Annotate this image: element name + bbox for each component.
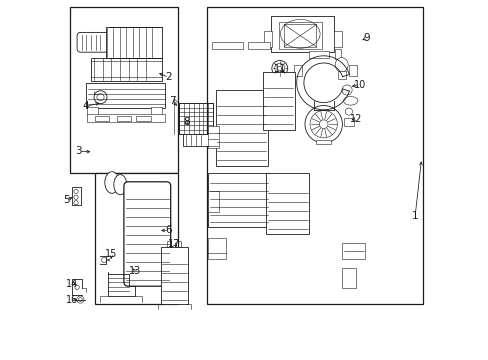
Bar: [207, 191, 218, 212]
Circle shape: [97, 94, 104, 101]
Bar: [207, 126, 218, 148]
Bar: [87, 114, 165, 122]
Circle shape: [277, 66, 282, 71]
Circle shape: [94, 91, 107, 104]
Bar: [348, 65, 356, 76]
Circle shape: [77, 296, 84, 303]
Bar: [333, 31, 341, 47]
Bar: [334, 49, 340, 59]
FancyBboxPatch shape: [77, 32, 109, 52]
Circle shape: [74, 195, 78, 199]
FancyBboxPatch shape: [123, 182, 170, 286]
Text: 17: 17: [168, 239, 180, 249]
Circle shape: [305, 105, 342, 143]
Bar: [95, 173, 178, 304]
Text: 5: 5: [63, 195, 70, 205]
Bar: [212, 42, 242, 49]
Ellipse shape: [343, 96, 357, 105]
Bar: [265, 173, 309, 234]
Circle shape: [79, 298, 82, 301]
Bar: [95, 116, 109, 121]
Bar: [161, 247, 187, 304]
Bar: [72, 187, 81, 205]
Bar: [341, 243, 365, 259]
Circle shape: [274, 63, 284, 73]
Circle shape: [342, 85, 351, 95]
Text: 15: 15: [105, 249, 117, 259]
Circle shape: [271, 60, 287, 76]
Bar: [247, 42, 269, 49]
Text: 14: 14: [65, 279, 78, 289]
Circle shape: [309, 111, 337, 138]
Circle shape: [319, 120, 327, 129]
Bar: [264, 31, 272, 47]
Bar: [183, 134, 208, 146]
Bar: [91, 58, 162, 81]
Text: 3: 3: [76, 146, 82, 156]
Bar: [294, 65, 302, 76]
Bar: [343, 118, 354, 126]
Text: 6: 6: [165, 225, 172, 235]
Text: 9: 9: [363, 33, 369, 43]
Text: 16: 16: [65, 294, 78, 305]
Bar: [309, 51, 328, 58]
Circle shape: [75, 285, 79, 289]
Bar: [70, 7, 178, 173]
Bar: [278, 22, 321, 49]
Text: 2: 2: [165, 72, 172, 82]
Text: 1: 1: [411, 211, 418, 221]
Text: 4: 4: [82, 101, 89, 111]
Bar: [206, 7, 422, 304]
Bar: [341, 268, 355, 288]
Bar: [215, 90, 267, 166]
Circle shape: [102, 257, 106, 262]
Ellipse shape: [104, 172, 119, 193]
Text: 12: 12: [349, 114, 362, 124]
Bar: [179, 103, 213, 134]
Circle shape: [74, 201, 78, 205]
Bar: [207, 238, 225, 259]
Bar: [337, 71, 346, 79]
Ellipse shape: [114, 175, 126, 195]
Bar: [136, 116, 151, 121]
Bar: [117, 116, 131, 121]
Ellipse shape: [335, 58, 347, 72]
Bar: [284, 24, 316, 47]
Text: 7: 7: [169, 96, 176, 106]
Bar: [271, 16, 334, 52]
Text: 13: 13: [128, 266, 141, 276]
Bar: [106, 27, 162, 58]
Bar: [208, 173, 269, 227]
Bar: [86, 83, 165, 108]
Bar: [316, 140, 330, 144]
Bar: [151, 107, 162, 115]
Text: 8: 8: [183, 117, 190, 127]
Circle shape: [345, 108, 352, 115]
Text: 10: 10: [353, 80, 365, 90]
Bar: [87, 107, 98, 115]
Bar: [262, 72, 294, 130]
Text: 11: 11: [273, 64, 285, 74]
Circle shape: [74, 189, 78, 194]
